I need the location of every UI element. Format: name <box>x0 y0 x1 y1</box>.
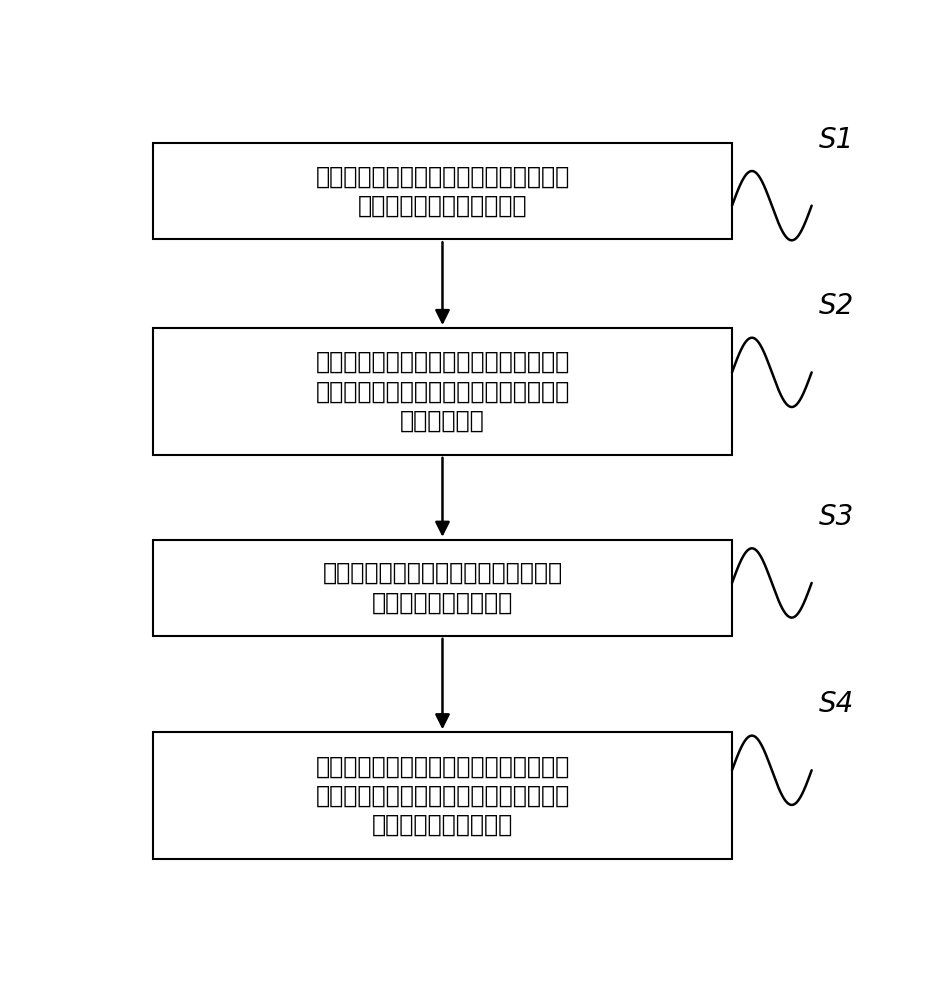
Text: 进行充电，同时从共享充电装置中取走充: 进行充电，同时从共享充电装置中取走充 <box>316 784 570 808</box>
Bar <box>153 143 732 239</box>
Text: 共享用户将待更换电池放入共享充电装置: 共享用户将待更换电池放入共享充电装置 <box>316 754 570 778</box>
Text: S2: S2 <box>819 292 854 320</box>
Text: 标准制作成相同的规格型号: 标准制作成相同的规格型号 <box>358 194 527 218</box>
Text: S1: S1 <box>819 126 854 154</box>
Text: 按区域布设若干数量的共享充电装置，并: 按区域布设若干数量的共享充电装置，并 <box>316 350 570 374</box>
Text: 在共享充电装置内预存若干数量已经充满: 在共享充电装置内预存若干数量已经充满 <box>316 379 570 403</box>
Text: 满电量的共享电池使用: 满电量的共享电池使用 <box>372 813 513 837</box>
Bar <box>153 540 732 636</box>
Bar <box>153 732 732 859</box>
Text: S4: S4 <box>819 690 854 718</box>
Text: 将一种移动电子设备的共享电池按照同一: 将一种移动电子设备的共享电池按照同一 <box>316 165 570 189</box>
Text: 使用者通过应用客户端注册成为共享用: 使用者通过应用客户端注册成为共享用 <box>322 561 562 585</box>
Text: S3: S3 <box>819 503 854 531</box>
Text: 户，并进行实名制认证: 户，并进行实名制认证 <box>372 590 513 614</box>
Bar <box>153 328 732 455</box>
Text: 电的共享电池: 电的共享电池 <box>400 409 485 433</box>
